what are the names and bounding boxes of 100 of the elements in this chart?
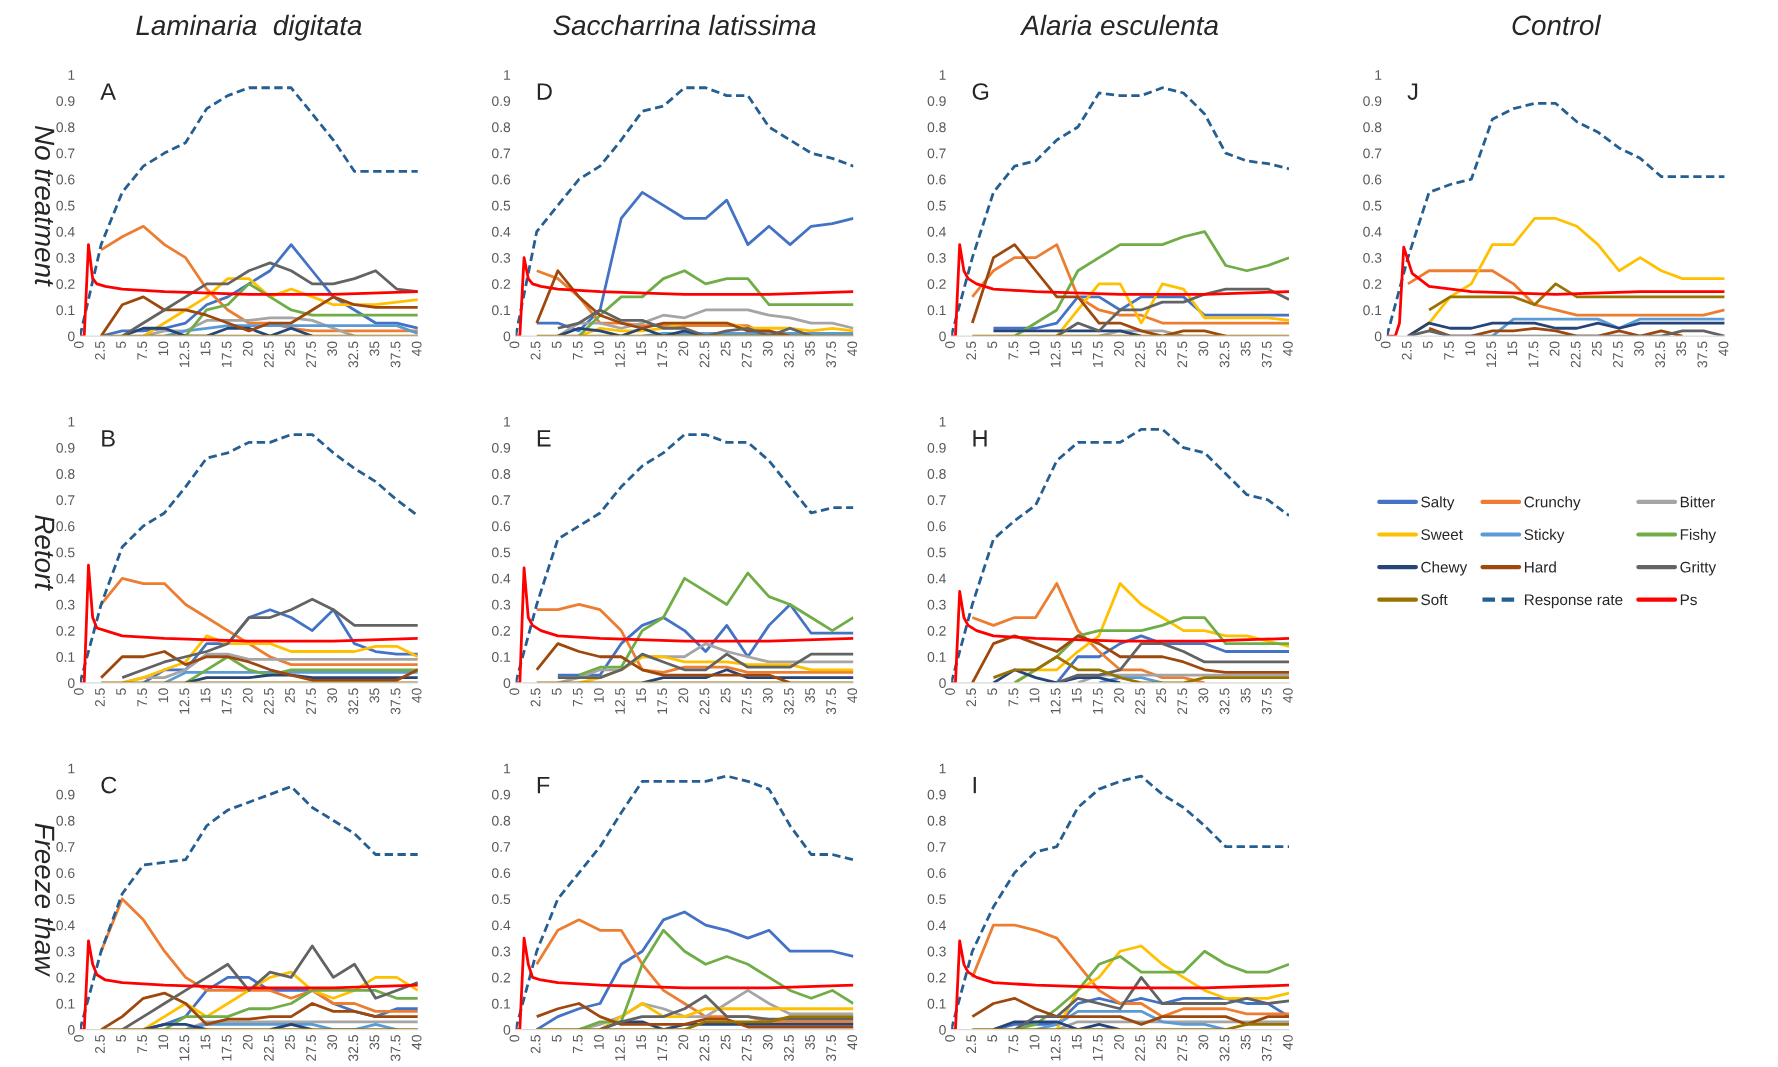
x-tick-label: 25: [285, 688, 295, 703]
line-series: [535, 1002, 854, 1029]
y-tick-label: 0.6: [492, 521, 511, 532]
y-tick-label: 0.5: [56, 894, 75, 905]
x-tick-label: 10: [158, 341, 169, 356]
chart-title: Saccharrina latissima: [553, 14, 816, 36]
x-tick-label: 27.5: [1177, 1035, 1188, 1061]
x-tick-label: 37.5: [1697, 341, 1708, 368]
x-tick-label: 40: [411, 1035, 422, 1050]
x-tick-label: 27.5: [1612, 341, 1623, 368]
x-tick-label: 37.5: [826, 1035, 837, 1062]
y-tick-label: 0.8: [927, 469, 946, 479]
y-tick-label: 0.7: [56, 495, 75, 506]
x-tick-label: 25: [1156, 341, 1167, 356]
x-tick-label: 22.5: [1570, 341, 1581, 368]
x-tick-label: 0: [73, 1035, 84, 1042]
x-tick-label: 7.5: [573, 688, 583, 707]
x-tick-label: 7.5: [1008, 1035, 1019, 1054]
x-tick-label: 30: [1198, 341, 1209, 356]
x-tick-label: 12.5: [615, 688, 625, 714]
y-tick-label: 0.5: [56, 200, 75, 211]
line-series: [992, 655, 1290, 683]
annotation: C: [101, 776, 117, 794]
x-tick-label: 10: [1029, 341, 1040, 356]
annotation: G: [972, 83, 989, 100]
x-tick-label: 22.5: [263, 1035, 274, 1061]
y-tick-label: 0.3: [492, 599, 511, 610]
y-tick-label: 0.3: [56, 946, 75, 957]
x-tick-label: 10: [158, 1035, 169, 1049]
x-tick-label: 25: [1156, 1035, 1167, 1050]
line-series: [556, 652, 854, 680]
x-tick-label: 10: [593, 341, 604, 356]
y-tick-label: 1: [68, 416, 75, 427]
x-tick-label: 7.5: [573, 341, 583, 360]
line-series: [970, 243, 1228, 337]
y-tick-label: 0.7: [56, 148, 75, 159]
x-tick-label: 25: [1156, 688, 1167, 703]
y-tick-label: 0.9: [927, 442, 946, 453]
x-tick-label: 15: [1507, 341, 1518, 356]
y-tick-label: 1: [939, 70, 946, 80]
line-series: [951, 939, 1290, 1030]
x-tick-label: 40: [847, 688, 858, 703]
y-tick-label: 0.6: [56, 174, 75, 185]
x-tick-label: 25: [720, 688, 731, 703]
line-series: [1406, 269, 1725, 317]
y-tick-label: 0.4: [927, 226, 946, 237]
y-tick-label: 0.3: [492, 253, 511, 263]
legend-label: Salty: [1421, 496, 1455, 511]
y-tick-label: 0.6: [1363, 174, 1382, 185]
y-tick-label: 0: [1374, 331, 1382, 342]
y-tick-label: 0.8: [56, 469, 75, 479]
y-tick-label: 0.9: [927, 789, 946, 800]
y-tick-label: 0.2: [927, 972, 946, 983]
x-tick-label: 25: [720, 341, 731, 356]
y-tick-label: 0.7: [492, 148, 511, 159]
x-tick-label: 40: [847, 341, 858, 357]
x-tick-label: 35: [369, 1035, 380, 1050]
y-tick-label: 0.9: [492, 789, 511, 800]
line-series: [80, 939, 418, 1030]
x-tick-label: 7.5: [573, 1035, 583, 1054]
x-tick-label: 15: [636, 1035, 647, 1049]
legend-label: Fishy: [1680, 528, 1717, 544]
legend-label: Soft: [1421, 593, 1448, 606]
x-tick-label: 30: [1634, 341, 1644, 356]
x-tick-label: 30: [327, 688, 338, 703]
y-tick-label: 0.8: [56, 815, 75, 826]
line-series: [970, 634, 1290, 683]
x-tick-label: 20: [678, 1035, 689, 1050]
x-tick-label: 0: [73, 341, 84, 349]
x-tick-label: 7.5: [137, 1035, 148, 1054]
annotation: J: [1407, 83, 1418, 100]
x-tick-label: 22.5: [1135, 341, 1145, 368]
y-tick-label: 0.5: [56, 547, 75, 558]
x-tick-label: 17.5: [657, 688, 668, 714]
x-tick-label: 27.5: [741, 688, 752, 715]
line-series: [515, 936, 854, 1030]
y-tick-label: 0.7: [927, 148, 946, 159]
x-tick-label: 2.5: [1401, 341, 1412, 360]
y-tick-label: 0.7: [927, 495, 946, 506]
x-tick-label: 2.5: [95, 688, 105, 707]
x-tick-label: 20: [1114, 688, 1124, 703]
x-tick-label: 20: [678, 341, 689, 356]
y-tick-label: 0.2: [56, 972, 75, 983]
y-tick-label: 1: [939, 416, 946, 427]
y-tick-label: 0.1: [927, 998, 946, 1009]
y-tick-label: 0.1: [56, 998, 75, 1009]
y-tick-label: 0.1: [1363, 305, 1382, 316]
line-series: [535, 190, 854, 333]
x-tick-label: 20: [1549, 341, 1560, 356]
y-tick-label: 0.1: [492, 998, 511, 1009]
x-tick-label: 35: [805, 1035, 815, 1050]
x-tick-label: 27.5: [306, 1035, 316, 1061]
y-tick-label: 1: [504, 70, 511, 80]
y-tick-label: 0.9: [56, 442, 75, 453]
x-tick-label: 15: [1071, 341, 1082, 356]
x-tick-label: 20: [1114, 1035, 1124, 1050]
y-tick-label: 1: [68, 763, 75, 774]
legend-label: Gritty: [1680, 561, 1717, 576]
x-tick-label: 30: [1198, 1035, 1209, 1050]
x-tick-label: 12.5: [179, 1035, 190, 1061]
